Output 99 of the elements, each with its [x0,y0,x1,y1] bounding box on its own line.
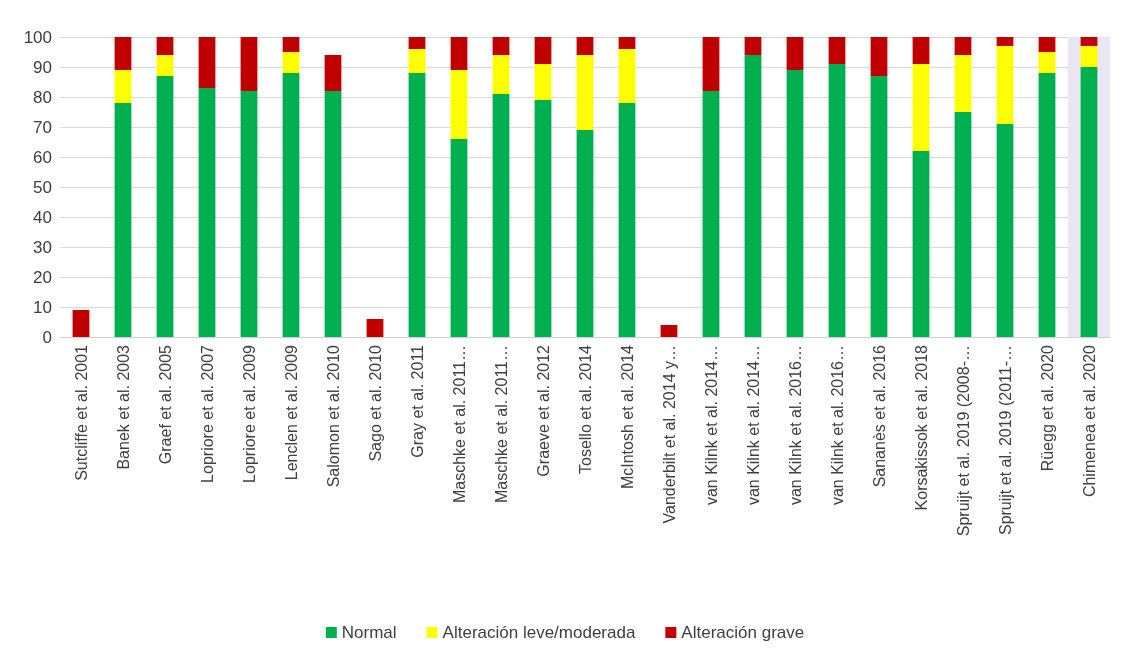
x-tick-label: Sananès et al. 2016 [870,344,888,488]
bar [660,325,678,337]
y-tick-label: 100 [23,27,52,47]
bar [156,37,174,55]
x-tick-label: Spruijt et al. 2019 (2011-… [996,345,1014,536]
bar [576,55,594,130]
bar [618,103,636,337]
y-tick-label: 40 [33,207,52,227]
x-tick-label: van Kilnk et al. 2014… [744,345,762,506]
x-tick-label: Banek et al. 2003 [114,344,132,470]
bar [366,319,384,337]
bar [576,130,594,337]
bar [828,37,846,64]
bar [618,49,636,103]
bar [408,37,426,49]
x-tick-label: Sago et al. 2010 [366,344,384,462]
bar [744,37,762,55]
x-tick-label: Maschke et al. 2011… [450,345,468,504]
x-tick-label: van Kilnk et al. 2014… [702,345,720,506]
bar [324,91,342,337]
bar [912,37,930,64]
bar [114,70,132,103]
bar [408,49,426,73]
y-tick-label: 0 [42,327,52,347]
x-tick-label: Vanderbilt et al. 2014 y… [660,345,678,524]
bar [618,37,636,49]
x-tick-label: Rüegg et al. 2020 [1038,344,1056,472]
bar [954,112,972,337]
x-tick-label: Gray et al. 2011 [408,344,426,458]
bar [786,37,804,70]
x-tick-label: van Kilnk et al. 2016… [828,345,846,506]
bar [240,37,258,91]
bar [534,64,552,100]
y-tick-label: 60 [33,147,52,167]
bar [534,37,552,64]
bar [786,70,804,337]
x-tick-label: McIntosh et al. 2014 [618,344,636,490]
bar [954,55,972,112]
bar [702,91,720,337]
bar [954,37,972,55]
x-tick-label: Lenclen et al. 2009 [282,344,300,481]
bar [996,124,1014,337]
y-tick-label: 20 [33,267,52,287]
x-tick-label: Lopriore et al. 2009 [240,344,258,483]
legend-label: Normal [341,623,397,642]
bar [996,37,1014,46]
bar [1080,37,1098,46]
bar [744,55,762,337]
bar [240,91,258,337]
bar [828,64,846,337]
bar [282,73,300,337]
y-tick-label: 70 [33,117,52,137]
bar [702,37,720,91]
bar [492,55,510,94]
bar [1038,37,1056,52]
bar [492,37,510,55]
x-tick-label: Spruijt et al. 2019 (2008-… [954,345,972,537]
bar [282,52,300,73]
bar [870,37,888,76]
x-tick-label: van Kilnk et al. 2016… [786,345,804,506]
bar [450,70,468,139]
bar [912,151,930,337]
bar [156,76,174,337]
bar [912,64,930,151]
bar [450,37,468,70]
bar [114,103,132,337]
x-tick-label: Tosello et al. 2014 [576,344,594,474]
bar [534,100,552,337]
x-tick-label: Korsakissok et al. 2018 [912,344,930,511]
y-tick-label: 90 [33,57,52,77]
bar [996,46,1014,124]
bar [324,55,342,91]
y-tick-label: 30 [33,237,52,257]
bar [198,88,216,337]
bar [408,73,426,337]
bar [114,37,132,70]
legend-label: Alteración leve/moderada [442,623,636,642]
legend-label: Alteración grave [681,623,805,642]
bar [198,37,216,88]
bar [450,139,468,337]
x-tick-label: Salomon et al. 2010 [324,344,342,488]
y-tick-label: 80 [33,87,52,107]
bar [1038,52,1056,73]
bar [72,310,90,337]
x-tick-label: Lopriore et al. 2007 [198,344,216,483]
bar [1038,73,1056,337]
x-tick-label: Chimenea et al. 2020 [1080,344,1098,498]
bar [1080,46,1098,67]
x-tick-label: Sutcliffe et al. 2001 [72,344,90,481]
bar [870,76,888,337]
y-tick-label: 10 [33,297,52,317]
y-tick-label: 50 [33,177,52,197]
x-tick-label: Graef et al. 2005 [156,344,174,465]
x-tick-label: Graeve et al. 2012 [534,344,552,477]
bar [156,55,174,76]
x-tick-label: Maschke et al. 2011… [492,345,510,504]
bar [492,94,510,337]
bar [576,37,594,55]
bar [282,37,300,52]
